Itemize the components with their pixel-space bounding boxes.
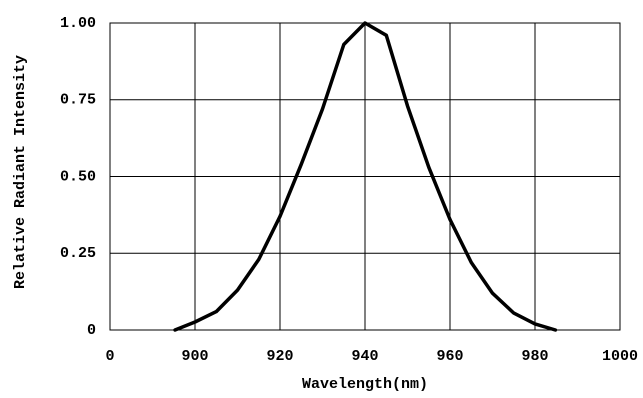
x-tick-label: 900 [181, 348, 208, 365]
x-tick-label: 1000 [602, 348, 638, 365]
y-tick-label: 1.00 [60, 15, 96, 32]
y-tick-label: 0 [87, 322, 96, 339]
y-tick-label: 0.25 [60, 245, 96, 262]
y-tick-label: 0.50 [60, 168, 96, 185]
x-tick-label: 960 [436, 348, 463, 365]
x-tick-label: 940 [351, 348, 378, 365]
x-axis-label: Wavelength(nm) [302, 376, 428, 393]
y-tick-label: 0.75 [60, 92, 96, 109]
y-axis-label: Relative Radiant Intensity [12, 55, 29, 289]
x-tick-label: 980 [521, 348, 548, 365]
x-tick-label: 920 [266, 348, 293, 365]
data-line [173, 21, 558, 332]
x-tick-label: 0 [105, 348, 114, 365]
